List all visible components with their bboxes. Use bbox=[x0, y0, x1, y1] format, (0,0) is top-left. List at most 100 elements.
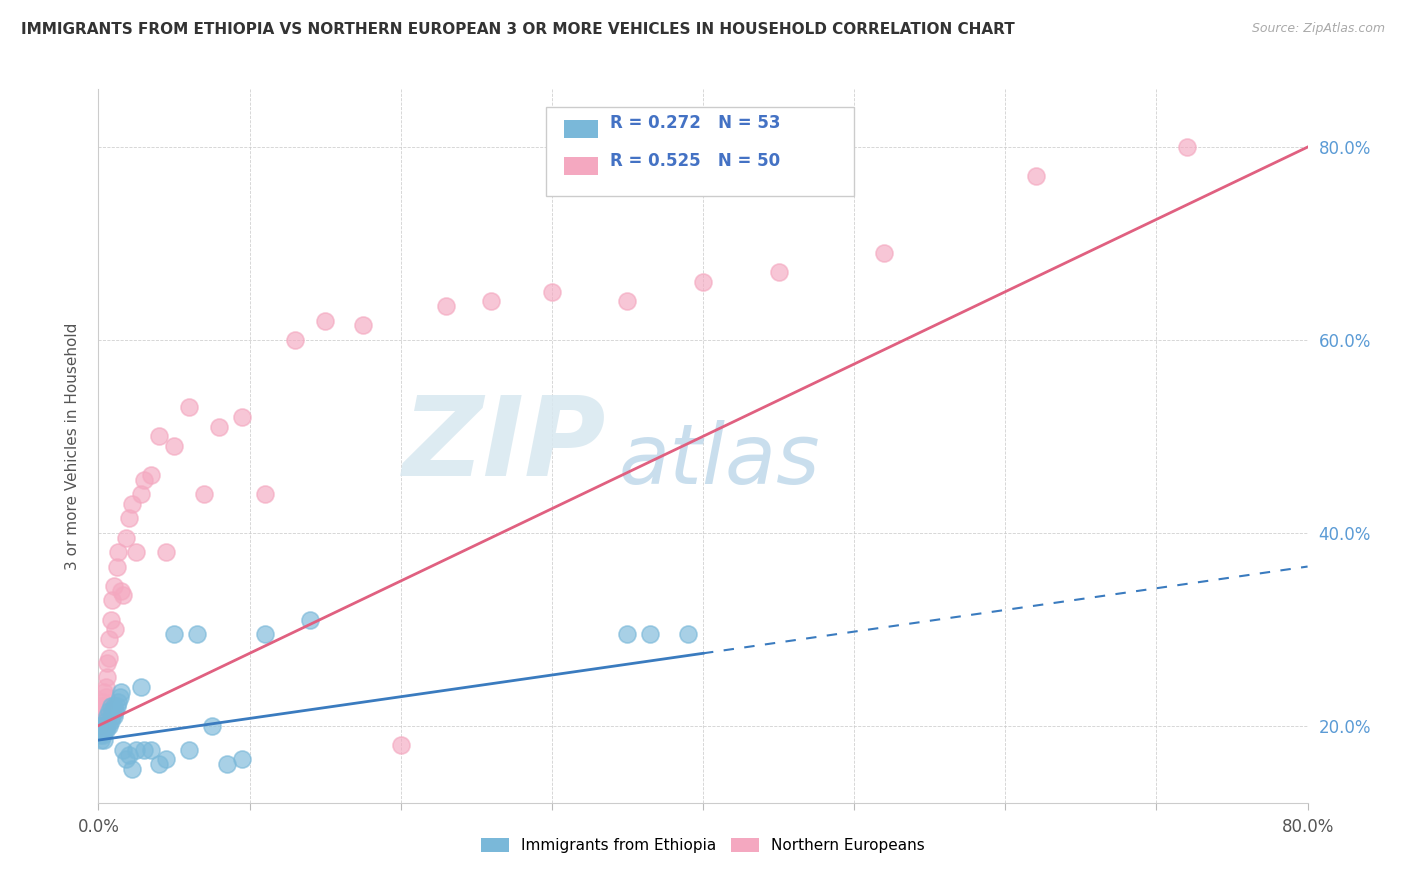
Point bbox=[111, 589, 134, 603]
Point bbox=[90, 733, 112, 747]
Point bbox=[90, 723, 112, 738]
Y-axis label: 3 or more Vehicles in Household: 3 or more Vehicles in Household bbox=[65, 322, 80, 570]
Point bbox=[100, 613, 122, 627]
Point bbox=[96, 656, 118, 670]
Point bbox=[89, 723, 111, 738]
Text: R = 0.272   N = 53: R = 0.272 N = 53 bbox=[610, 114, 780, 132]
FancyBboxPatch shape bbox=[546, 107, 855, 196]
Text: R = 0.525   N = 50: R = 0.525 N = 50 bbox=[610, 152, 780, 169]
Point bbox=[186, 627, 208, 641]
Point bbox=[118, 747, 141, 762]
Point bbox=[98, 651, 121, 665]
Point bbox=[89, 728, 111, 742]
Point bbox=[114, 531, 136, 545]
Point bbox=[89, 719, 111, 733]
Point bbox=[768, 265, 790, 279]
Point bbox=[148, 429, 170, 443]
Point bbox=[93, 685, 115, 699]
Point bbox=[638, 627, 661, 641]
FancyBboxPatch shape bbox=[564, 120, 598, 137]
Point bbox=[215, 757, 238, 772]
Point bbox=[107, 694, 129, 708]
Point bbox=[284, 333, 307, 347]
Point bbox=[101, 704, 124, 718]
Point bbox=[193, 487, 215, 501]
Point bbox=[90, 719, 112, 733]
Point bbox=[231, 752, 253, 766]
Point bbox=[89, 709, 111, 723]
FancyBboxPatch shape bbox=[564, 157, 598, 175]
Point bbox=[110, 685, 132, 699]
Point bbox=[1175, 140, 1198, 154]
Point bbox=[873, 246, 896, 260]
Point bbox=[129, 680, 152, 694]
Point bbox=[253, 627, 276, 641]
Legend: Immigrants from Ethiopia, Northern Europeans: Immigrants from Ethiopia, Northern Europ… bbox=[475, 832, 931, 859]
Point bbox=[90, 699, 112, 714]
Point bbox=[98, 719, 121, 733]
Text: IMMIGRANTS FROM ETHIOPIA VS NORTHERN EUROPEAN 3 OR MORE VEHICLES IN HOUSEHOLD CO: IMMIGRANTS FROM ETHIOPIA VS NORTHERN EUR… bbox=[21, 22, 1015, 37]
Point bbox=[616, 294, 638, 309]
Point bbox=[434, 299, 457, 313]
Text: atlas: atlas bbox=[619, 420, 820, 500]
Point bbox=[90, 723, 112, 738]
Point bbox=[1024, 169, 1046, 183]
Point bbox=[103, 709, 125, 723]
Point bbox=[91, 709, 114, 723]
Point bbox=[104, 622, 127, 636]
Point bbox=[201, 719, 224, 733]
Point bbox=[100, 699, 122, 714]
Point bbox=[616, 627, 638, 641]
Point bbox=[125, 545, 148, 559]
Point bbox=[98, 632, 121, 646]
Point bbox=[253, 487, 276, 501]
Point bbox=[155, 545, 177, 559]
Text: Source: ZipAtlas.com: Source: ZipAtlas.com bbox=[1251, 22, 1385, 36]
Point bbox=[101, 709, 124, 723]
Point bbox=[91, 723, 114, 738]
Point bbox=[93, 699, 115, 714]
Point bbox=[91, 728, 114, 742]
Point bbox=[94, 714, 117, 728]
Point bbox=[314, 313, 336, 327]
Point bbox=[299, 613, 322, 627]
Point bbox=[110, 583, 132, 598]
Point bbox=[163, 439, 186, 453]
Point bbox=[540, 285, 562, 299]
Point bbox=[155, 752, 177, 766]
Point bbox=[352, 318, 374, 333]
Point bbox=[89, 719, 111, 733]
Point bbox=[94, 680, 117, 694]
Point bbox=[107, 545, 129, 559]
Point bbox=[121, 497, 143, 511]
Point bbox=[692, 275, 714, 289]
Point bbox=[91, 719, 114, 733]
Point bbox=[105, 699, 128, 714]
Text: ZIP: ZIP bbox=[402, 392, 606, 500]
Point bbox=[148, 757, 170, 772]
Point bbox=[141, 743, 163, 757]
Point bbox=[114, 752, 136, 766]
Point bbox=[94, 719, 117, 733]
Point bbox=[132, 473, 155, 487]
Point bbox=[96, 709, 118, 723]
Point bbox=[231, 410, 253, 425]
Point bbox=[676, 627, 699, 641]
Point bbox=[129, 487, 152, 501]
Point bbox=[104, 704, 127, 718]
Point bbox=[108, 690, 131, 704]
Point bbox=[111, 743, 134, 757]
Point bbox=[389, 738, 412, 752]
Point bbox=[121, 762, 143, 776]
Point bbox=[208, 419, 231, 434]
Point bbox=[93, 723, 115, 738]
Point bbox=[93, 733, 115, 747]
Point bbox=[179, 401, 201, 415]
Point bbox=[93, 719, 115, 733]
Point bbox=[125, 743, 148, 757]
Point bbox=[94, 690, 117, 704]
Point bbox=[163, 627, 186, 641]
Point bbox=[141, 467, 163, 482]
Point bbox=[90, 704, 112, 718]
Point bbox=[103, 579, 125, 593]
